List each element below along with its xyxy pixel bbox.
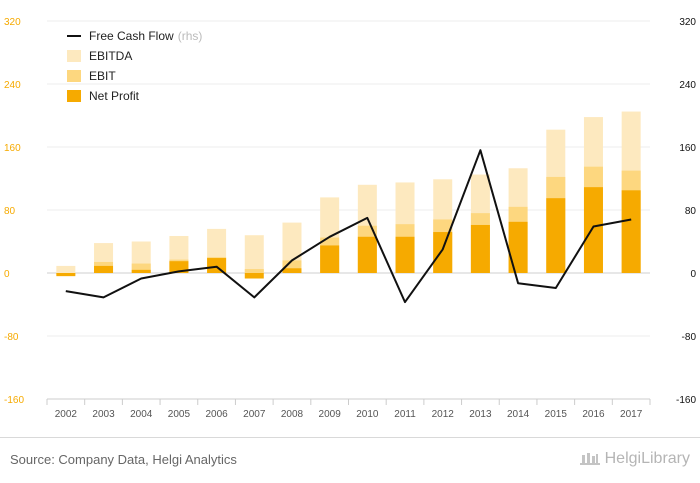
y-left-tick-label: 0: [4, 269, 10, 280]
legend: Free Cash Flow (rhs) EBITDA EBIT Net Profit: [67, 29, 202, 103]
bar-net-profit: [470, 224, 490, 273]
chart-svg: 320 320 240 240 160 160 80 80 0 0 -80 -80 -160 -160 20…: [4, 17, 696, 420]
x-tick-label: 2002: [55, 409, 78, 420]
legend-label: EBIT: [89, 69, 116, 83]
bar-net-profit: [94, 265, 114, 273]
bar-net-profit: [282, 268, 302, 273]
y-right-tick-label: 320: [679, 17, 696, 28]
brand-logo[interactable]: HelgiLibrary: [579, 450, 690, 468]
y-left-tick-label: 80: [4, 206, 16, 217]
bar-net-profit: [395, 236, 415, 273]
bar-net-profit: [244, 273, 264, 279]
x-tick-label: 2010: [356, 409, 379, 420]
axes: 320 320 240 240 160 160 80 80 0 0 -80 -80 -160 -160 20…: [4, 17, 696, 420]
x-tick-label: 2015: [545, 409, 568, 420]
y-left-tick-label: -160: [4, 395, 24, 406]
fcf-line: [65, 149, 632, 304]
x-tick-label: 2005: [168, 409, 191, 420]
bar-ebit: [131, 263, 151, 273]
legend-note: (rhs): [178, 29, 203, 43]
legend-label: Net Profit: [89, 89, 140, 103]
bar-net-profit: [56, 273, 76, 277]
x-tick-label: 2006: [205, 409, 228, 420]
x-tick-label: 2008: [281, 409, 304, 420]
x-tick-label: 2007: [243, 409, 266, 420]
y-right-tick-label: 0: [690, 269, 696, 280]
bar-net-profit: [433, 232, 453, 273]
x-tick-label: 2003: [92, 409, 115, 420]
y-right-tick-label: -80: [682, 332, 697, 343]
bar-net-profit: [320, 245, 340, 273]
bar-net-profit: [583, 187, 603, 273]
x-tick-label: 2014: [507, 409, 530, 420]
y-left-tick-label: -80: [4, 332, 19, 343]
y-right-tick-label: -160: [676, 395, 696, 406]
legend-label: Free Cash Flow (rhs): [89, 29, 202, 43]
y-right-tick-label: 240: [679, 80, 696, 91]
x-tick-label: 2011: [394, 409, 416, 420]
legend-marker-box: [67, 70, 81, 82]
x-tick-label: 2016: [582, 409, 605, 420]
bar-net-profit: [621, 190, 641, 273]
bar-ebitda: [56, 265, 76, 273]
bar-net-profit: [207, 258, 227, 273]
bar-ebitda: [244, 235, 264, 273]
y-right-tick-label: 80: [685, 206, 697, 217]
y-left-tick-label: 320: [4, 17, 21, 28]
line-free-cash-flow: [65, 149, 632, 304]
bar-net-profit: [546, 198, 566, 273]
footer: Source: Company Data, Helgi Analytics He…: [0, 437, 700, 483]
x-tick-label: 2017: [620, 409, 643, 420]
bar-net-profit: [131, 269, 151, 273]
y-left-tick-label: 160: [4, 143, 21, 154]
bars: [56, 111, 641, 279]
x-tick-label: 2012: [432, 409, 455, 420]
brand-name: HelgiLibrary: [604, 450, 690, 467]
library-icon: [579, 453, 600, 465]
legend-label: EBITDA: [89, 49, 132, 63]
legend-marker-box: [67, 50, 81, 62]
x-tick-label: 2009: [319, 409, 342, 420]
bar-net-profit: [508, 221, 528, 273]
x-tick-label: 2013: [469, 409, 492, 420]
y-right-tick-label: 160: [679, 143, 696, 154]
bar-ebit: [244, 269, 264, 273]
bar-net-profit: [357, 236, 377, 273]
legend-marker-box: [67, 90, 81, 102]
source-note: Source: Company Data, Helgi Analytics: [10, 452, 237, 467]
y-left-tick-label: 240: [4, 80, 21, 91]
bar-net-profit: [169, 261, 189, 273]
x-tick-label: 2004: [130, 409, 153, 420]
